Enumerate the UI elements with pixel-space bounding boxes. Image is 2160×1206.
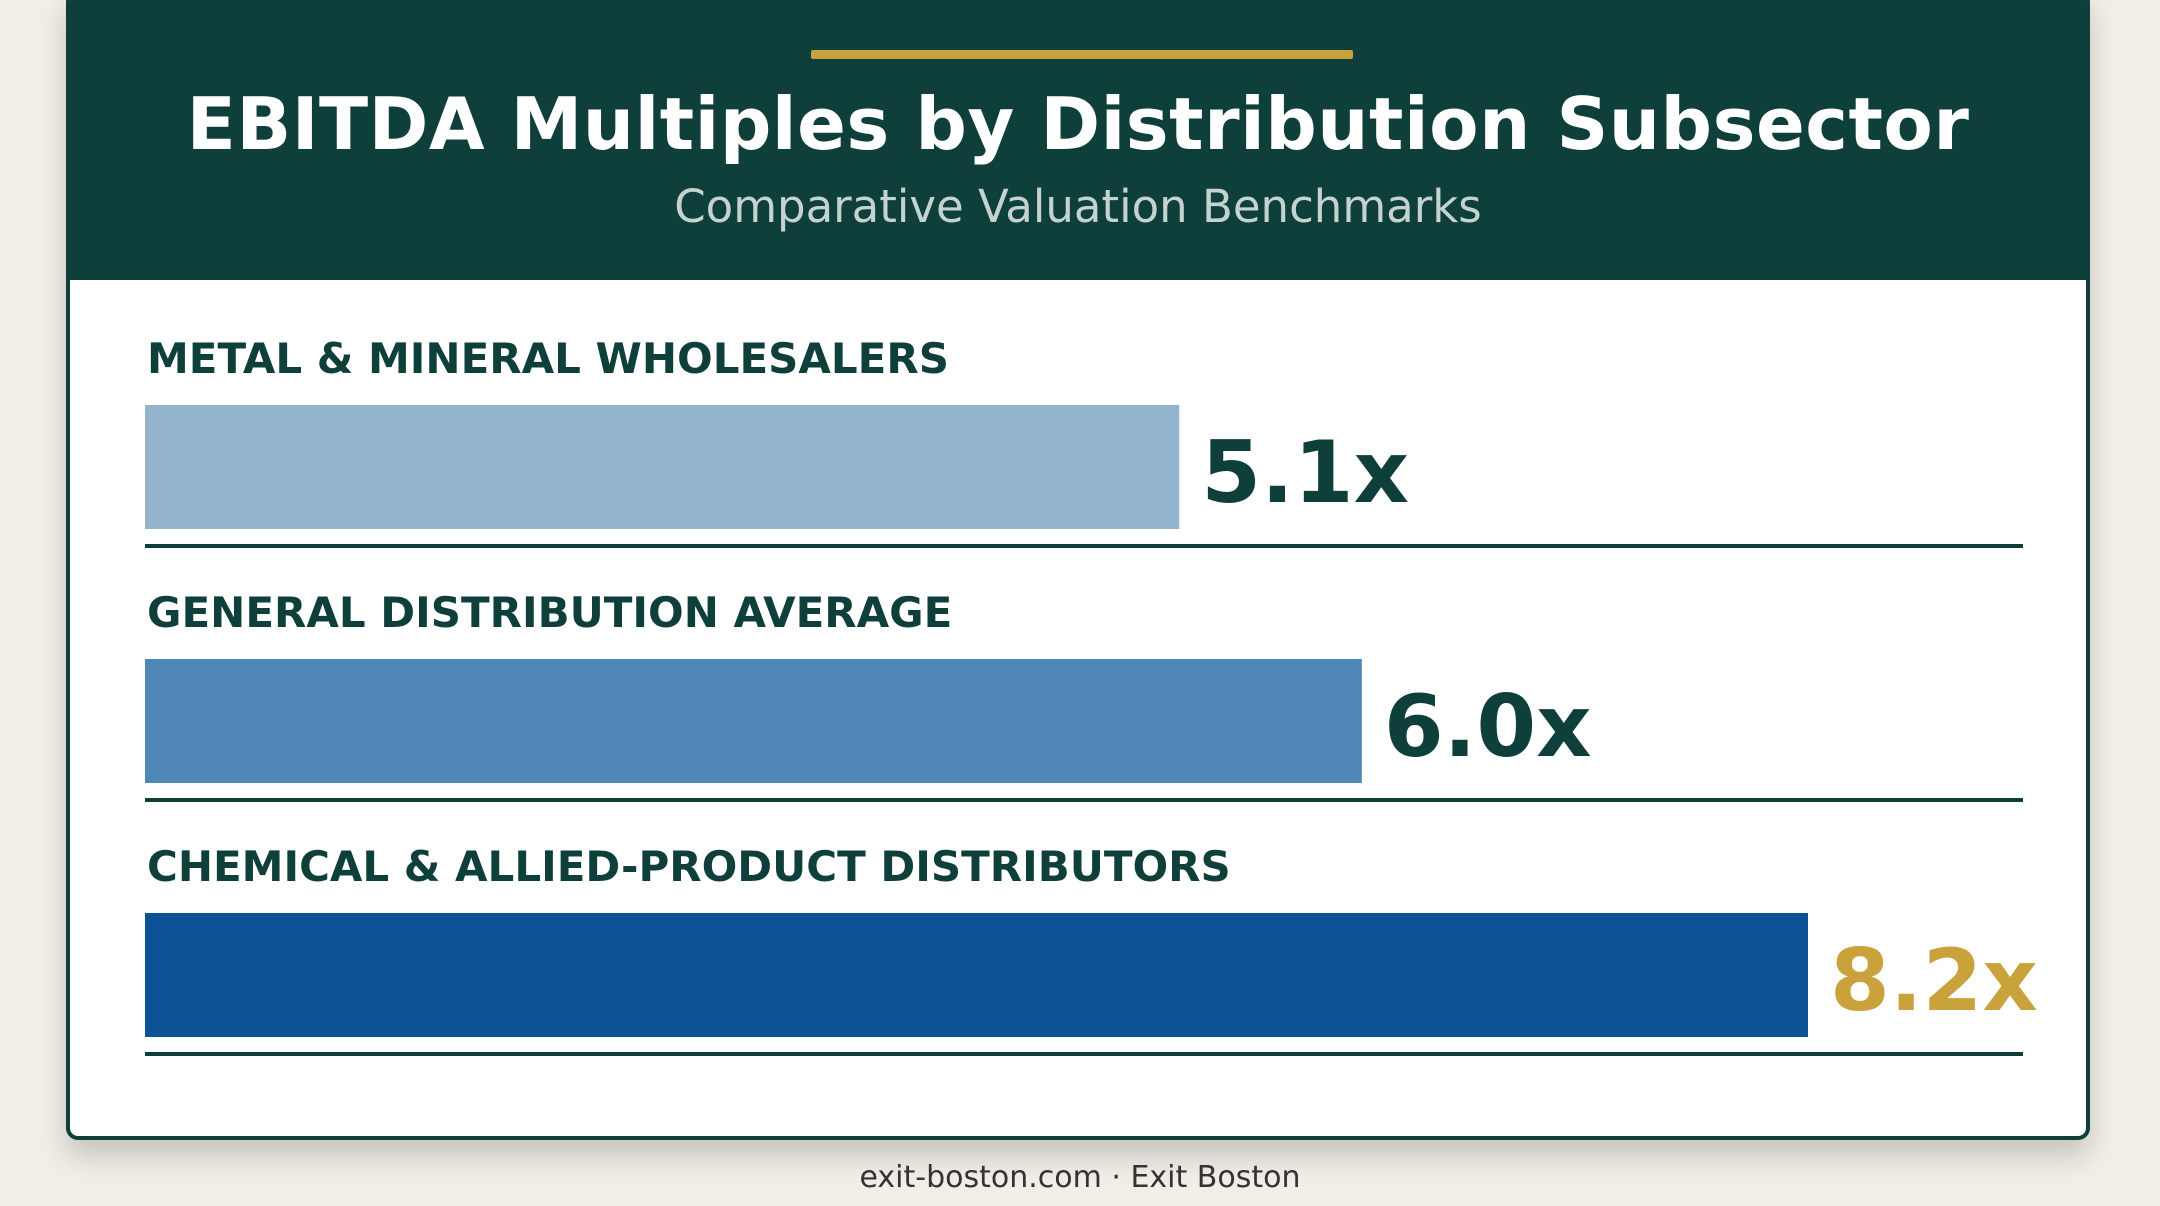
category-label: CHEMICAL & ALLIED-PRODUCT DISTRIBUTORS	[147, 842, 1231, 891]
value-label: 8.2x	[1830, 931, 2038, 1031]
chart-title: EBITDA Multiples by Distribution Subsect…	[186, 82, 1970, 166]
bar-chart-plot: METAL & MINERAL WHOLESALERS 5.1x GENERAL D…	[145, 334, 2038, 1056]
footer-source: exit-boston.com · Exit Boston	[859, 1160, 1301, 1195]
accent-line	[811, 50, 1353, 59]
value-label: 6.0x	[1384, 677, 1592, 777]
chart-card: EBITDA Multiples by Distribution Subsect…	[66, 0, 2090, 1140]
value-label: 5.1x	[1201, 423, 1409, 523]
category-label: GENERAL DISTRIBUTION AVERAGE	[147, 588, 952, 637]
chart-subtitle: Comparative Valuation Benchmarks	[674, 180, 1482, 233]
bar	[145, 659, 1362, 783]
bar	[145, 913, 1808, 1037]
chart-header: EBITDA Multiples by Distribution Subsect…	[70, 0, 2086, 280]
bar	[145, 405, 1180, 529]
category-label: METAL & MINERAL WHOLESALERS	[147, 334, 949, 383]
